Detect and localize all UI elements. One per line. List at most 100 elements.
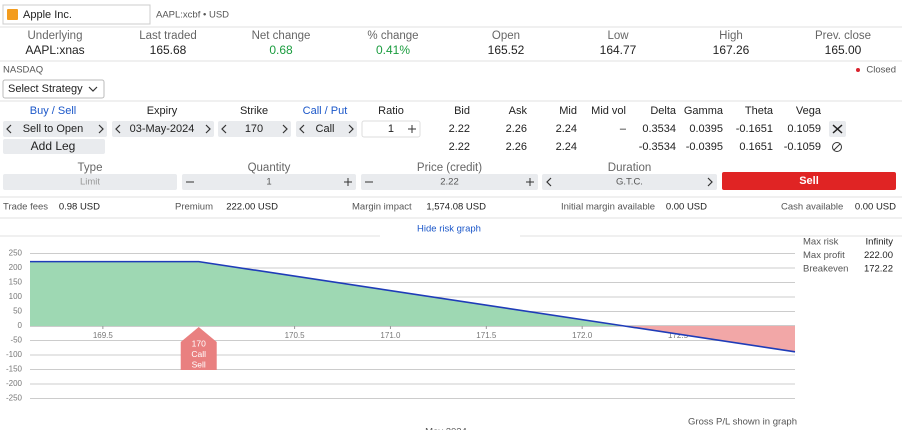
strike-marker-label: 170 <box>192 338 206 348</box>
quote-value: 164.77 <box>600 43 637 57</box>
profit-area <box>30 261 795 326</box>
account-value: 0.00 USD <box>666 202 707 213</box>
leg-value: 170 <box>245 123 263 135</box>
leg-column: Theta <box>745 105 774 117</box>
symbol-icon <box>7 9 18 20</box>
y-tick-label: 100 <box>9 292 23 301</box>
clear-icon[interactable] <box>833 143 841 151</box>
leg-value: Call <box>316 123 335 135</box>
footnote: Gross P/L shown in graph <box>688 417 797 428</box>
account-value: 222.00 USD <box>226 202 278 213</box>
quote-label: Net change <box>252 30 311 42</box>
market-name: NASDAQ <box>3 65 43 76</box>
leg-value: 2.24 <box>556 123 577 135</box>
leg-column: Ask <box>509 105 528 117</box>
exchange-info: AAPL:xcbf • USD <box>156 10 229 21</box>
quote-value: 0.41% <box>376 43 410 57</box>
account-label: Trade fees <box>3 202 48 213</box>
order-value: G.T.C. <box>616 177 643 188</box>
order-field[interactable] <box>542 174 717 190</box>
y-tick-label: -200 <box>6 379 23 388</box>
stat-value: Infinity <box>866 237 894 248</box>
leg-selector[interactable] <box>112 121 214 137</box>
strike-marker-label: Sell <box>192 359 206 369</box>
order-field[interactable] <box>182 174 356 190</box>
leg-value: 1 <box>388 123 394 135</box>
chevron-icon[interactable] <box>546 177 552 187</box>
order-field[interactable] <box>3 174 177 190</box>
leg-value: 2.26 <box>506 123 527 135</box>
chevron-icon[interactable] <box>6 124 12 134</box>
account-label: Initial margin available <box>561 202 655 213</box>
account-label: Margin impact <box>352 202 412 213</box>
total-value: 2.22 <box>449 141 470 153</box>
y-tick-label: 250 <box>9 249 23 258</box>
quote-label: Underlying <box>28 30 83 42</box>
quote-value: 165.68 <box>150 43 187 57</box>
leg-column: Strike <box>240 105 268 117</box>
leg-column: Call / Put <box>303 105 348 117</box>
chevron-icon[interactable] <box>205 124 211 134</box>
total-value: -0.3534 <box>639 141 676 153</box>
total-value: -0.1059 <box>784 141 821 153</box>
sell-button[interactable] <box>722 172 896 190</box>
quote-value: AAPL:xnas <box>25 43 84 57</box>
leg-selector[interactable] <box>3 121 107 137</box>
pl-line <box>30 260 796 353</box>
quote-label: Open <box>492 30 520 42</box>
y-tick-label: 150 <box>9 278 23 287</box>
stat-value: 222.00 <box>864 250 893 261</box>
total-value: 2.24 <box>556 141 577 153</box>
risk-toggle[interactable]: Hide risk graph <box>417 224 481 235</box>
ratio-input[interactable] <box>361 120 421 138</box>
chevron-icon[interactable] <box>221 124 227 134</box>
y-tick-label: 0 <box>18 321 23 330</box>
leg-column: Vega <box>796 105 822 117</box>
strategy-select-text: Select Strategy <box>8 83 83 95</box>
y-tick-label: -150 <box>6 365 23 374</box>
leg-selector[interactable] <box>218 121 291 137</box>
x-tick-label: 172.0 <box>572 331 593 340</box>
order-field[interactable] <box>361 174 538 190</box>
quote-label: Low <box>607 30 629 42</box>
dropdown-icon <box>88 86 98 92</box>
leg-column: Expiry <box>147 105 178 117</box>
leg-column: Gamma <box>684 105 724 117</box>
leg-value: – <box>620 123 627 135</box>
strategy-select[interactable] <box>2 79 105 99</box>
clear-icon[interactable] <box>832 142 842 152</box>
x-tick-label: 172.5 <box>668 331 689 340</box>
loss-area <box>30 326 795 352</box>
add-leg-button[interactable] <box>3 139 105 154</box>
date-label: May 2024 <box>425 427 467 430</box>
chevron-icon[interactable] <box>282 124 288 134</box>
chevron-icon[interactable] <box>707 177 713 187</box>
leg-column: Delta <box>650 105 677 117</box>
leg-value: Sell to Open <box>23 123 84 135</box>
account-label: Premium <box>175 202 213 213</box>
leg-selector[interactable] <box>296 121 357 137</box>
strike-marker-label: Call <box>191 349 206 359</box>
account-value: 0.00 USD <box>855 202 896 213</box>
chevron-icon[interactable] <box>98 124 104 134</box>
leg-column: Mid <box>559 105 577 117</box>
leg-value: -0.1651 <box>736 123 773 135</box>
y-tick-label: -100 <box>6 350 23 359</box>
account-label: Cash available <box>781 202 843 213</box>
chevron-icon[interactable] <box>348 124 354 134</box>
symbol-name: Apple Inc. <box>23 9 72 21</box>
quote-value: 165.52 <box>488 43 525 57</box>
order-label: Type <box>78 162 103 174</box>
quote-value: 165.00 <box>825 43 862 57</box>
leg-value: 03-May-2024 <box>130 123 195 135</box>
chevron-icon[interactable] <box>115 124 121 134</box>
symbol-box[interactable] <box>2 4 151 25</box>
leg-value: 0.0395 <box>689 123 723 135</box>
quote-label: High <box>719 30 743 42</box>
y-tick-label: -50 <box>10 336 22 345</box>
chevron-icon[interactable] <box>299 124 305 134</box>
y-tick-label: -250 <box>6 394 23 403</box>
order-label: Price (credit) <box>417 162 482 174</box>
account-value: 0.98 USD <box>59 202 100 213</box>
